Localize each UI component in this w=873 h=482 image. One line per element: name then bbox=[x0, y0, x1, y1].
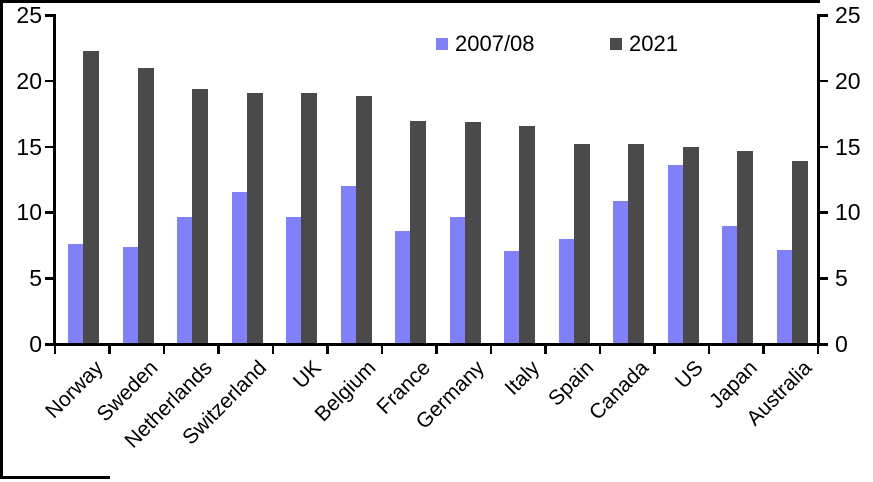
legend-label-2007-08: 2007/08 bbox=[455, 31, 535, 56]
x-axis bbox=[53, 343, 821, 346]
x-axis-tick bbox=[380, 346, 383, 354]
y-axis-label-left: 20 bbox=[16, 67, 42, 94]
x-axis-tick bbox=[707, 346, 710, 354]
y-axis-tick-right bbox=[820, 277, 828, 280]
image-border-left bbox=[0, 0, 3, 479]
bar-2021-uk bbox=[301, 92, 317, 343]
bar-2021-sweden bbox=[137, 67, 154, 343]
legend: 2007/08 2021 bbox=[0, 29, 873, 59]
bar-2021-us bbox=[682, 146, 699, 343]
x-axis-tick bbox=[762, 346, 765, 354]
bar-2007-08-spain bbox=[558, 239, 574, 343]
legend-item-2021: 2021 bbox=[610, 29, 678, 59]
image-border-top bbox=[0, 0, 820, 3]
x-axis-category-label: US bbox=[670, 356, 708, 394]
x-axis-tick bbox=[271, 346, 274, 354]
legend-swatch-2021 bbox=[610, 38, 622, 50]
x-axis-tick bbox=[653, 346, 656, 354]
x-axis-tick bbox=[489, 346, 492, 354]
legend-swatch-2007-08 bbox=[436, 38, 448, 50]
y-axis-tick-right bbox=[820, 145, 828, 149]
y-axis-tick-left bbox=[45, 79, 53, 83]
bar-2021-belgium bbox=[355, 95, 372, 343]
image-border-bottom-remnant bbox=[0, 476, 110, 479]
x-axis-tick bbox=[816, 346, 819, 354]
x-axis-tick bbox=[435, 346, 438, 354]
y-axis-tick-left bbox=[45, 277, 53, 280]
y-axis-right bbox=[817, 14, 820, 343]
y-axis-label-left: 5 bbox=[29, 265, 42, 292]
y-axis-label-right: 5 bbox=[835, 265, 848, 292]
x-axis-category-label: Canada bbox=[584, 356, 653, 425]
y-axis-label-right: 15 bbox=[835, 133, 861, 160]
bar-2021-canada bbox=[628, 144, 644, 343]
bar-2021-japan bbox=[737, 150, 753, 343]
bar-2007-08-belgium bbox=[340, 186, 356, 343]
bar-2021-norway bbox=[83, 50, 99, 343]
bar-2021-italy bbox=[519, 125, 535, 343]
y-axis-label-left: 10 bbox=[16, 199, 42, 226]
x-axis-tick bbox=[544, 346, 547, 354]
y-axis-tick-left bbox=[45, 145, 53, 149]
bar-2007-08-netherlands bbox=[177, 216, 192, 343]
bar-2007-08-sweden bbox=[122, 246, 138, 343]
legend-item-2007-08: 2007/08 bbox=[436, 29, 535, 59]
bar-2021-australia bbox=[791, 161, 808, 343]
x-axis-category-label: Italy bbox=[500, 356, 544, 400]
bar-2021-switzerland bbox=[246, 92, 263, 343]
y-axis-tick-right bbox=[820, 14, 828, 17]
bar-2007-08-italy bbox=[504, 250, 519, 343]
y-axis-tick-right bbox=[820, 79, 828, 83]
y-axis-tick-left bbox=[45, 211, 53, 214]
bar-2007-08-norway bbox=[68, 244, 83, 343]
y-axis-left bbox=[53, 14, 56, 343]
bar-2007-08-france bbox=[395, 231, 410, 343]
bar-2007-08-japan bbox=[722, 225, 737, 343]
y-axis-tick-right bbox=[820, 343, 828, 346]
y-axis-tick-left bbox=[45, 14, 53, 17]
y-axis-label-right: 0 bbox=[835, 331, 848, 357]
y-axis-tick-right bbox=[820, 211, 828, 214]
x-axis-tick bbox=[53, 346, 56, 354]
y-axis-label-right: 25 bbox=[835, 2, 861, 28]
y-axis-label-left: 25 bbox=[16, 2, 42, 28]
bar-2021-germany bbox=[464, 121, 481, 343]
x-axis-category-label: UK bbox=[288, 356, 326, 394]
legend-label-2021: 2021 bbox=[629, 31, 678, 56]
bar-2007-08-switzerland bbox=[231, 191, 247, 343]
y-axis-label-left: 0 bbox=[29, 331, 42, 357]
bar-2007-08-canada bbox=[613, 200, 628, 343]
y-axis-label-left: 15 bbox=[16, 133, 42, 160]
bar-2021-spain bbox=[573, 144, 590, 343]
y-axis-tick-left bbox=[45, 343, 53, 346]
bar-2007-08-uk bbox=[286, 216, 301, 343]
x-axis-tick bbox=[598, 346, 601, 354]
x-axis-tick bbox=[326, 346, 329, 354]
bar-2007-08-australia bbox=[776, 249, 792, 343]
bar-2021-france bbox=[410, 120, 426, 343]
bar-2007-08-germany bbox=[449, 216, 465, 343]
bar-2007-08-us bbox=[667, 165, 683, 343]
bar-2021-netherlands bbox=[192, 89, 208, 343]
x-axis-tick bbox=[217, 346, 220, 354]
y-axis-label-right: 20 bbox=[835, 67, 861, 94]
y-axis-label-right: 10 bbox=[835, 199, 861, 226]
x-axis-tick bbox=[162, 346, 165, 354]
x-axis-tick bbox=[108, 346, 111, 354]
